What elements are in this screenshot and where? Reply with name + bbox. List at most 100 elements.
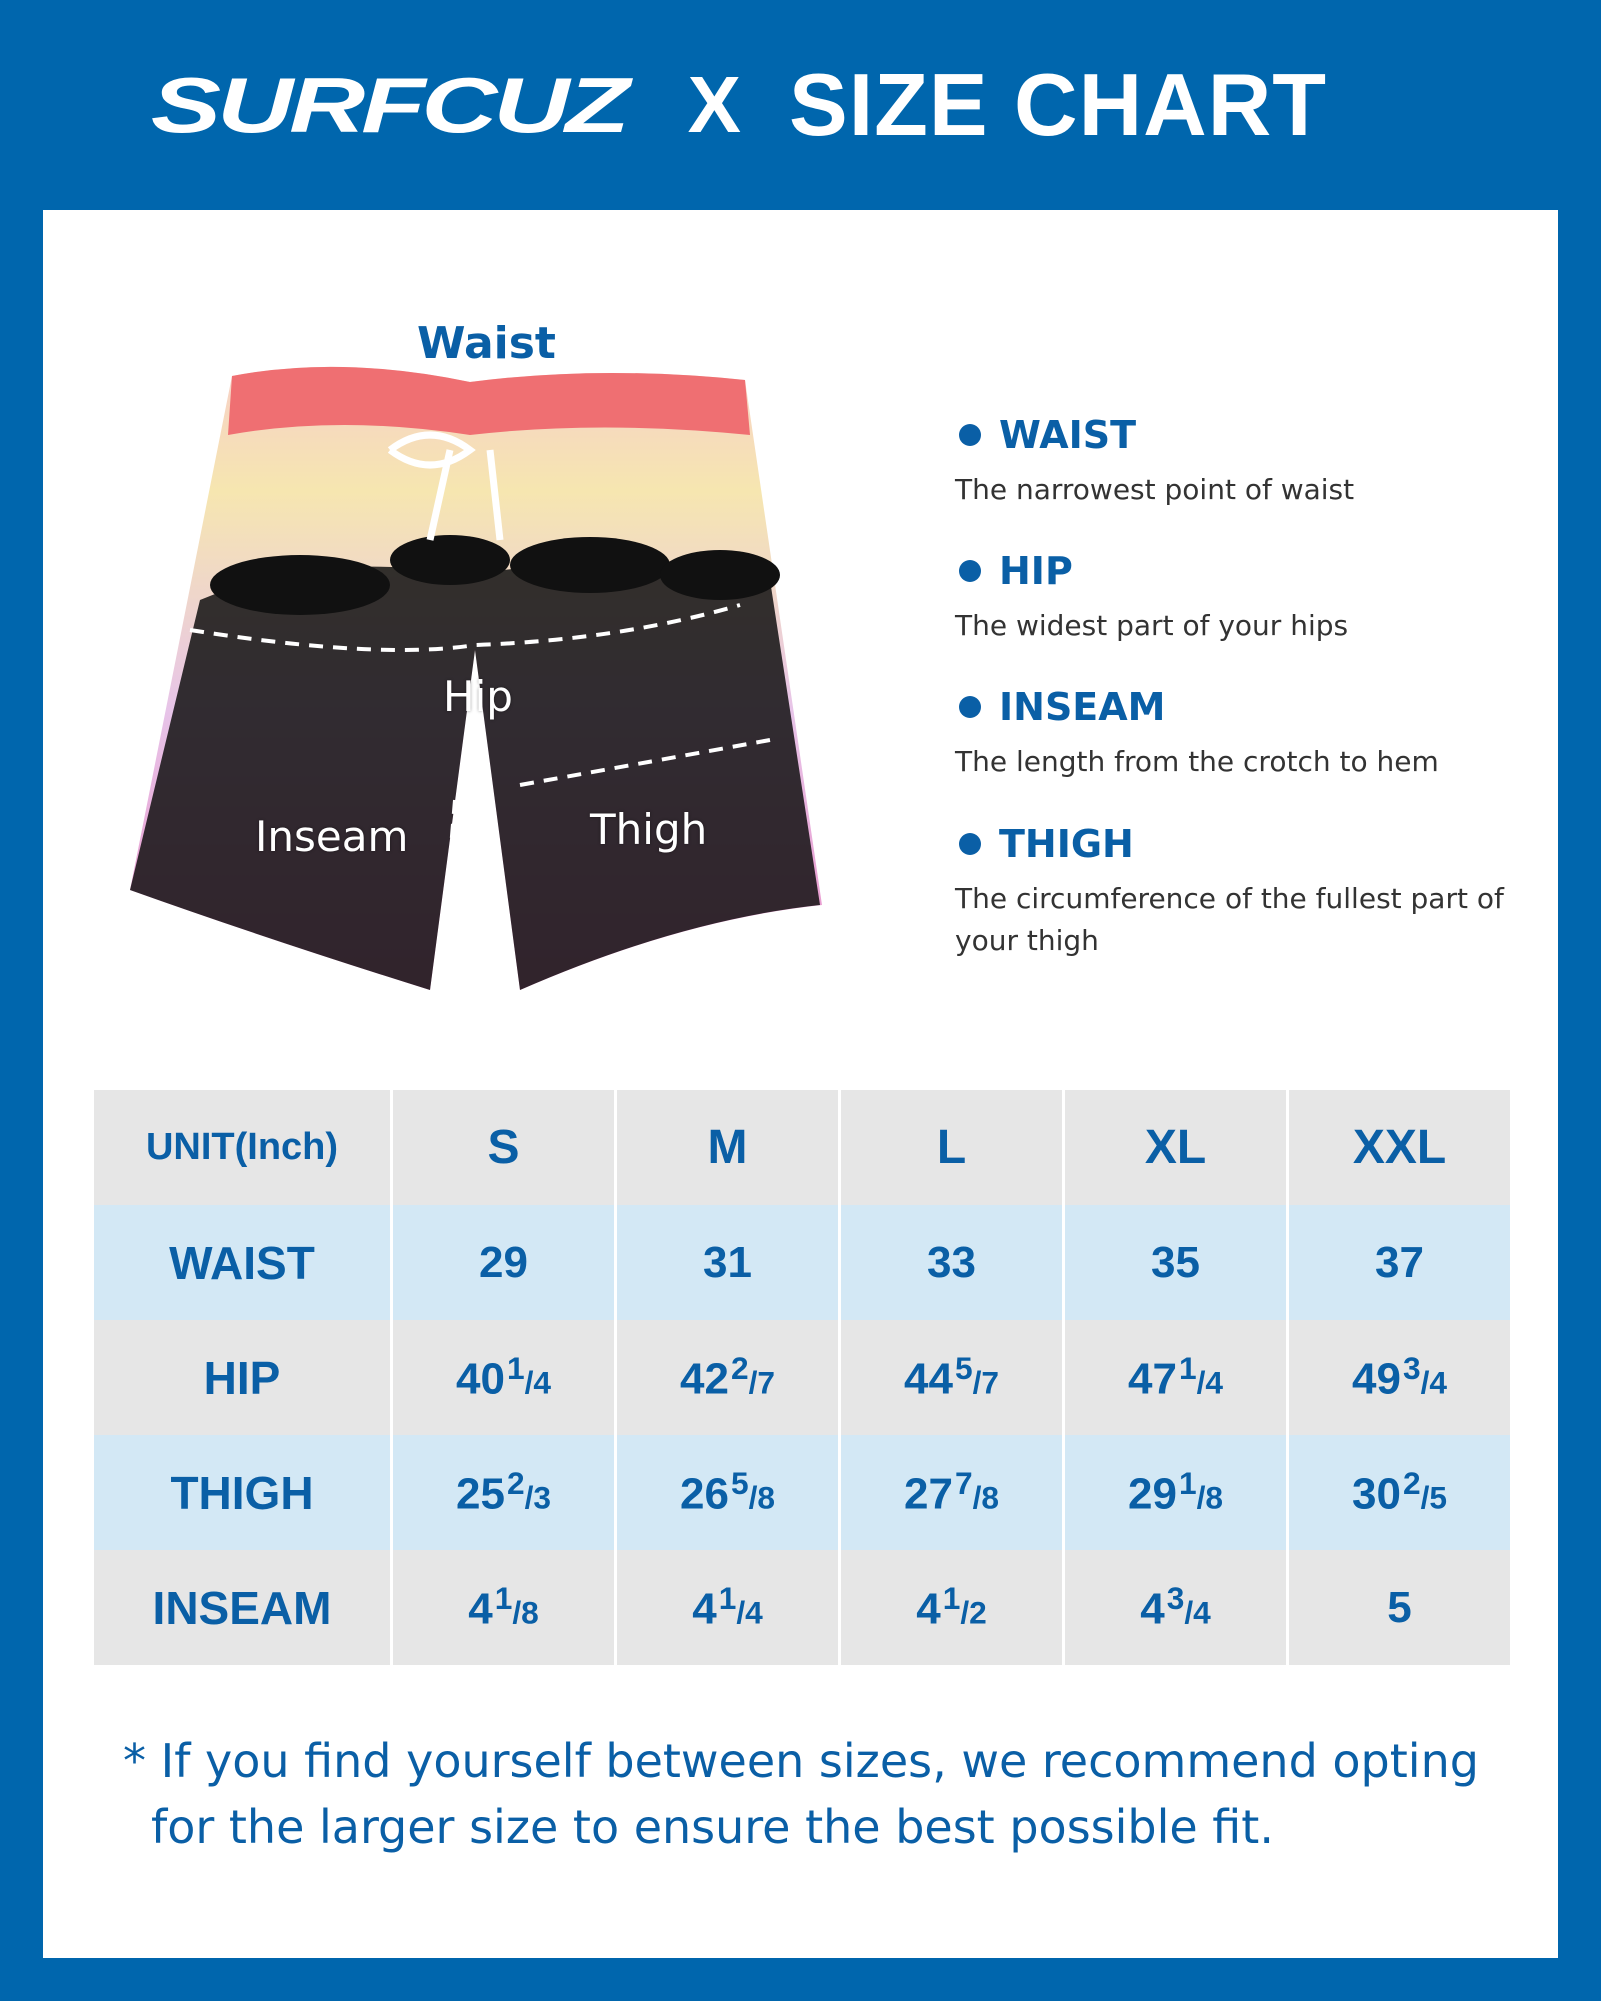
whole: 42	[679, 1354, 729, 1404]
bullet-icon	[959, 696, 981, 718]
whole: 29	[479, 1237, 528, 1287]
table-cell: 265/8	[615, 1435, 841, 1550]
table-cell: 445/7	[839, 1320, 1065, 1435]
denominator: 4	[533, 1364, 551, 1401]
description: The narrowest point of waist	[955, 473, 1355, 506]
numerator: 7	[954, 1465, 973, 1502]
table-cell: 41/8	[391, 1550, 617, 1665]
table-row: INSEAM 41/8 41/4 41/2 43/4 5	[94, 1550, 1513, 1665]
header: SURFCUZ X SIZE CHART	[0, 0, 1601, 210]
table-cell: 5	[1287, 1550, 1513, 1665]
fraction-slash: /	[1420, 1364, 1430, 1401]
whole: 29	[1127, 1469, 1177, 1519]
numerator: 1	[494, 1580, 513, 1617]
numerator: 2	[1402, 1465, 1421, 1502]
whole: 31	[703, 1237, 752, 1287]
whole: 35	[1151, 1237, 1200, 1287]
whole: 4	[916, 1584, 941, 1634]
numerator: 1	[1178, 1350, 1197, 1387]
table-cell: 401/4	[391, 1320, 617, 1435]
numerator: 2	[730, 1350, 749, 1387]
thigh-label: Thigh	[590, 805, 708, 854]
table-row: THIGH 252/3 265/8 277/8 291/8 302/5	[94, 1435, 1513, 1550]
fraction-slash: /	[1184, 1594, 1194, 1631]
whole: 44	[903, 1354, 953, 1404]
inseam-label: Inseam	[255, 812, 409, 861]
numerator: 5	[730, 1465, 749, 1502]
fraction-slash: /	[1196, 1364, 1206, 1401]
denominator: 4	[1205, 1364, 1223, 1401]
shorts-illustration	[130, 366, 822, 990]
denominator: 8	[521, 1594, 539, 1631]
whole: 5	[1387, 1582, 1412, 1632]
term: WAIST	[999, 413, 1137, 457]
numerator: 1	[942, 1580, 961, 1617]
definition-inseam: INSEAM The length from the crotch to hem	[955, 685, 1439, 783]
table-cell: 252/3	[391, 1435, 617, 1550]
fraction-slash: /	[736, 1594, 746, 1631]
table-cell: 41/2	[839, 1550, 1065, 1665]
description: The circumference of the fullest part of…	[955, 882, 1504, 957]
table-cell: 493/4	[1287, 1320, 1513, 1435]
fraction-slash: /	[524, 1479, 534, 1516]
numerator: 1	[1178, 1465, 1197, 1502]
description: The length from the crotch to hem	[955, 745, 1439, 778]
whole: 4	[468, 1584, 493, 1634]
unit-header: UNIT(Inch)	[94, 1090, 393, 1205]
fraction-slash: /	[1420, 1479, 1430, 1516]
table-row: WAIST 29 31 33 35 37	[94, 1205, 1513, 1320]
size-table: UNIT(Inch) S M L XL XXL WAIST 29 31 33 35 37 HIP 401/…	[94, 1090, 1513, 1665]
brand-logo: SURFCUZ	[150, 60, 630, 149]
whole: 30	[1351, 1469, 1401, 1519]
denominator: 4	[1429, 1364, 1447, 1401]
whole: 37	[1375, 1237, 1424, 1287]
denominator: 4	[1193, 1594, 1211, 1631]
description: The widest part of your hips	[955, 609, 1349, 642]
term: INSEAM	[999, 685, 1166, 729]
table-cell: 277/8	[839, 1435, 1065, 1550]
whole: 4	[692, 1584, 717, 1634]
table-cell: 41/4	[615, 1550, 841, 1665]
definition-waist: WAIST The narrowest point of waist	[955, 413, 1354, 511]
whole: 40	[455, 1354, 505, 1404]
denominator: 4	[745, 1594, 763, 1631]
denominator: 3	[533, 1479, 551, 1516]
bullet-icon	[959, 833, 981, 855]
table-cell: 33	[839, 1205, 1065, 1320]
page-title: SIZE CHART	[789, 55, 1327, 154]
term: THIGH	[999, 822, 1134, 866]
fraction-slash: /	[972, 1479, 982, 1516]
waist-label: Waist	[417, 318, 556, 369]
hip-label: Hip	[443, 672, 513, 721]
denominator: 7	[981, 1364, 999, 1401]
fraction-slash: /	[972, 1364, 982, 1401]
table-cell: 471/4	[1063, 1320, 1289, 1435]
whole: 47	[1127, 1354, 1177, 1404]
whole: 33	[927, 1237, 976, 1287]
table-cell: 43/4	[1063, 1550, 1289, 1665]
row-label: HIP	[94, 1320, 393, 1435]
fraction-slash: /	[960, 1594, 970, 1631]
bullet-icon	[959, 560, 981, 582]
whole: 49	[1351, 1354, 1401, 1404]
whole: 4	[1140, 1584, 1165, 1634]
row-label: INSEAM	[94, 1550, 393, 1665]
row-label: WAIST	[94, 1205, 393, 1320]
size-header: XXL	[1287, 1090, 1513, 1205]
separator: X	[687, 60, 741, 149]
fraction-slash: /	[1196, 1479, 1206, 1516]
denominator: 7	[757, 1364, 775, 1401]
fraction-slash: /	[748, 1364, 758, 1401]
numerator: 5	[954, 1350, 973, 1387]
denominator: 8	[981, 1479, 999, 1516]
size-header: S	[391, 1090, 617, 1205]
size-header: XL	[1063, 1090, 1289, 1205]
header-row: UNIT(Inch) S M L XL XXL	[94, 1090, 1513, 1205]
table-cell: 291/8	[1063, 1435, 1289, 1550]
numerator: 1	[718, 1580, 737, 1617]
numerator: 2	[506, 1465, 525, 1502]
numerator: 3	[1402, 1350, 1421, 1387]
denominator: 5	[1429, 1479, 1447, 1516]
table-cell: 37	[1287, 1205, 1513, 1320]
term: HIP	[999, 549, 1073, 593]
